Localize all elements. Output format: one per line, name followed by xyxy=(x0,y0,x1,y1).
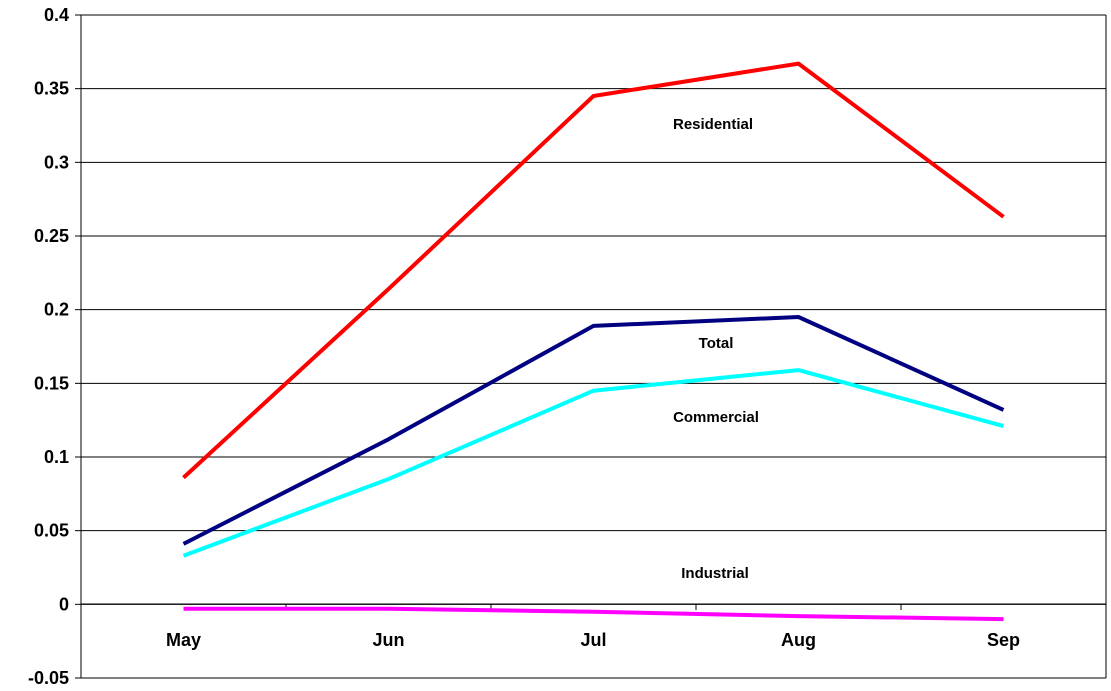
series-lines xyxy=(182,61,1005,622)
series-line-commercial xyxy=(182,368,1005,558)
y-tick-label: 0.25 xyxy=(34,226,69,246)
axes xyxy=(80,15,1107,678)
y-tick-label: 0.1 xyxy=(44,447,69,467)
series-labels: Residential Total Commercial Industrial xyxy=(673,116,759,582)
series-label-total: Total xyxy=(699,335,734,352)
y-tick-label: 0.15 xyxy=(34,373,69,393)
x-axis-ticks: May Jun Jul Aug Sep xyxy=(80,604,1107,650)
series-line-residential xyxy=(182,61,1005,480)
series-label-residential: Residential xyxy=(673,116,753,133)
series-label-industrial: Industrial xyxy=(681,565,749,582)
y-axis-ticks: -0.05 0 0.05 0.1 0.15 0.2 0.25 0.3 0.35 0.4 xyxy=(28,5,81,688)
x-tick-label: Jul xyxy=(580,630,606,650)
y-tick-label: 0.05 xyxy=(34,521,69,541)
x-tick-label: Jun xyxy=(372,630,404,650)
y-tick-label: 0.4 xyxy=(44,5,69,25)
x-tick-label: May xyxy=(166,630,201,650)
x-tick-label: Aug xyxy=(781,630,816,650)
y-tick-label: 0.35 xyxy=(34,79,69,99)
x-tick-label: Sep xyxy=(987,630,1020,650)
y-tick-label: 0.2 xyxy=(44,300,69,320)
y-tick-label: -0.05 xyxy=(28,668,69,688)
series-label-commercial: Commercial xyxy=(673,409,759,426)
series-line-total xyxy=(182,315,1005,546)
series-line-industrial xyxy=(183,606,1004,622)
y-tick-label: 0.3 xyxy=(44,152,69,172)
y-tick-label: 0 xyxy=(59,594,69,614)
gridlines xyxy=(81,14,1106,679)
